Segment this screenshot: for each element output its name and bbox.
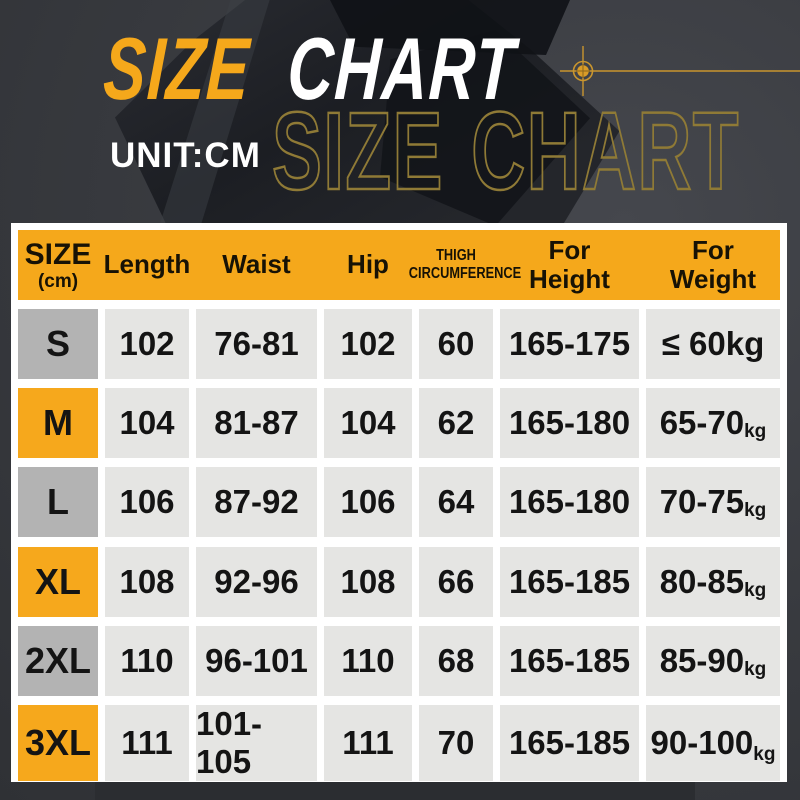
hip-cell: 110 [324,625,412,696]
header-length-label: Length [103,249,191,280]
header-height: For Height [500,234,639,294]
waist-cell: 96-101 [196,625,317,696]
thigh-cell: 70 [419,704,493,781]
length-cell: 111 [105,704,189,781]
height-cell: 165-180 [500,467,639,538]
header-waist-label: Waist [222,249,291,280]
header-size-title: SIZE [24,237,92,271]
waist-cell: 101-105 [196,704,317,781]
size-cell: XL [18,546,98,617]
length-cell: 110 [105,625,189,696]
weight-cell: ≤ 60kg [646,309,780,380]
thigh-cell: 64 [419,467,493,538]
size-cell: 3XL [18,704,98,781]
header-thigh-label: THIGH CIRCUMFERENCE [408,246,522,282]
header-size-unit: (cm) [37,270,79,292]
pants-waistband [330,0,570,55]
hip-cell: 104 [324,388,412,459]
weight-unit: kg [744,421,767,443]
weight-value: 90-100 [650,723,754,761]
length-cell: 102 [105,309,189,380]
table-row: 3XL 111 101-105 111 70 165-185 90-100 kg [18,704,780,781]
header-hip-label: Hip [347,249,389,280]
header-waist: Waist [196,250,317,279]
thigh-cell: 66 [419,546,493,617]
weight-value: 80-85 [659,562,745,600]
table-header: SIZE (cm) Length Waist Hip THIGH CIRCUMF… [18,230,780,300]
length-cell: 106 [105,467,189,538]
height-cell: 165-175 [500,309,639,380]
table-row: XL 108 92-96 108 66 165-185 80-85 kg [18,546,780,617]
thigh-cell: 62 [419,388,493,459]
header-thigh: THIGH CIRCUMFERENCE [409,247,521,284]
unit-label: UNIT:CM [110,136,261,175]
header-weight: For Weight [646,234,780,294]
header-hip: Hip [324,250,412,279]
weight-unit: kg [744,658,767,680]
weight-value: 70-75 [659,483,745,521]
size-cell: S [18,309,98,380]
weight-value: 65-70 [659,404,745,442]
waist-cell: 92-96 [196,546,317,617]
waist-cell: 81-87 [196,388,317,459]
title-size-word: SIZE [101,19,253,118]
crosshair-icon [560,46,800,96]
length-cell: 104 [105,388,189,459]
weight-value: ≤ 60kg [661,325,765,363]
length-cell: 108 [105,546,189,617]
waist-cell: 87-92 [196,467,317,538]
hip-cell: 108 [324,546,412,617]
table-row: M 104 81-87 104 62 165-180 65-70 kg [18,388,780,459]
table-row: S 102 76-81 102 60 165-175 ≤ 60kg [18,309,780,380]
header-height-label: For Height [529,234,610,294]
height-cell: 165-185 [500,704,639,781]
height-cell: 165-185 [500,625,639,696]
size-cell: M [18,388,98,459]
thigh-cell: 68 [419,625,493,696]
weight-cell: 90-100 kg [646,704,780,781]
pants-legs-bottom [95,780,695,800]
thigh-cell: 60 [419,309,493,380]
header-size: SIZE (cm) [18,237,98,292]
table-row: 2XL 110 96-101 110 68 165-185 85-90 kg [18,625,780,696]
height-cell: 165-185 [500,546,639,617]
weight-cell: 80-85 kg [646,546,780,617]
header-length: Length [103,249,191,280]
page-title: SIZE CHART [101,19,518,118]
height-cell: 165-180 [500,388,639,459]
weight-unit: kg [744,579,767,601]
size-cell: 2XL [18,625,98,696]
hip-cell: 106 [324,467,412,538]
table-row: L 106 87-92 106 64 165-180 70-75 kg [18,467,780,538]
weight-cell: 65-70 kg [646,388,780,459]
title-chart-word: CHART [285,19,519,118]
weight-unit: kg [753,743,776,765]
hip-cell: 111 [324,704,412,781]
size-table: SIZE (cm) Length Waist Hip THIGH CIRCUMF… [11,223,787,782]
hip-cell: 102 [324,309,412,380]
size-cell: L [18,467,98,538]
weight-cell: 70-75 kg [646,467,780,538]
weight-cell: 85-90 kg [646,625,780,696]
weight-unit: kg [744,500,767,522]
watermark-text: SIZE CHART [271,90,740,213]
waist-cell: 76-81 [196,309,317,380]
header-weight-label: For Weight [669,234,757,294]
weight-value: 85-90 [659,641,745,679]
